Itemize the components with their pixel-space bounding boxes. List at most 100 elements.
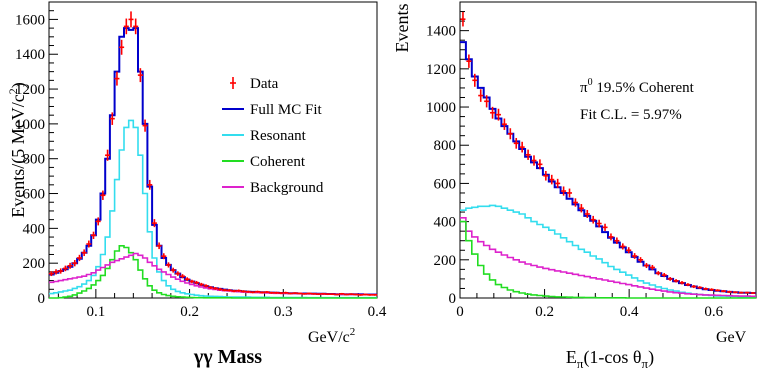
y-tick-label: 400 bbox=[23, 221, 46, 237]
data-point bbox=[315, 293, 321, 296]
data-point bbox=[608, 233, 614, 241]
data-point bbox=[320, 292, 326, 295]
data-point bbox=[584, 209, 590, 218]
data-point bbox=[198, 282, 204, 286]
data-point bbox=[466, 54, 472, 68]
data-point bbox=[555, 178, 561, 189]
data-point bbox=[156, 242, 162, 250]
series-resonant bbox=[460, 204, 756, 298]
series-resonant bbox=[49, 119, 377, 299]
data-point bbox=[472, 73, 478, 87]
data-point bbox=[490, 106, 496, 119]
data-point bbox=[278, 292, 284, 295]
x-axis-label: γγ Mass bbox=[193, 346, 262, 368]
legend-label: Coherent bbox=[250, 154, 306, 170]
y-axis-label: Events/(5 MeV/c2) bbox=[6, 82, 29, 217]
data-point bbox=[165, 262, 171, 268]
y-tick-label: 1000 bbox=[15, 117, 45, 133]
y-tick-label: 0 bbox=[449, 291, 457, 307]
x-tick-label: 0.6 bbox=[704, 304, 723, 320]
data-point bbox=[626, 247, 632, 254]
data-point bbox=[119, 39, 125, 55]
data-point bbox=[306, 292, 312, 295]
data-point bbox=[301, 292, 307, 295]
data-point bbox=[614, 237, 620, 244]
data-point bbox=[142, 119, 148, 132]
data-point bbox=[513, 137, 519, 149]
data-point bbox=[348, 293, 354, 296]
data-point bbox=[691, 285, 697, 289]
data-point bbox=[184, 277, 190, 282]
data-point bbox=[325, 293, 331, 296]
data-point bbox=[501, 118, 507, 130]
data-point bbox=[495, 108, 501, 121]
series-full-mc-fit bbox=[49, 27, 377, 296]
y-tick-label: 600 bbox=[434, 176, 457, 192]
x-tick-label: 0.2 bbox=[535, 304, 554, 320]
data-point bbox=[667, 276, 673, 281]
data-point bbox=[48, 271, 54, 277]
data-point bbox=[100, 190, 106, 200]
data-point bbox=[105, 149, 111, 161]
y-tick-label: 600 bbox=[23, 187, 46, 203]
data-point bbox=[269, 291, 275, 294]
legend-item: Full MC Fit bbox=[222, 102, 323, 118]
data-point bbox=[236, 289, 242, 292]
data-point bbox=[334, 293, 340, 296]
data-point bbox=[367, 293, 373, 296]
legend-label: Background bbox=[250, 180, 324, 196]
y-axis-label-main: Events/(5 MeV/c bbox=[8, 94, 29, 217]
data-point bbox=[72, 260, 78, 267]
y-tick-label: 1400 bbox=[426, 24, 456, 40]
data-point bbox=[76, 254, 82, 262]
data-point bbox=[151, 219, 157, 228]
data-point bbox=[180, 274, 186, 279]
data-point bbox=[240, 290, 246, 293]
plot-frame bbox=[459, 1, 757, 299]
legend-item: Background bbox=[222, 180, 324, 196]
data-point bbox=[655, 271, 661, 276]
data-point bbox=[123, 18, 129, 35]
y-tick-label: 1200 bbox=[15, 82, 45, 98]
x-axis-unit: GeV bbox=[716, 329, 747, 346]
data-point bbox=[58, 268, 64, 274]
data-point bbox=[287, 292, 293, 295]
y-tick-label: 0 bbox=[38, 291, 46, 307]
data-point bbox=[283, 291, 289, 294]
x-tick-label: 0.4 bbox=[368, 304, 387, 320]
data-point bbox=[264, 291, 270, 294]
series-coherent bbox=[460, 220, 756, 299]
data-point bbox=[161, 253, 167, 260]
data-point bbox=[81, 249, 87, 257]
data-point bbox=[709, 288, 715, 291]
data-point bbox=[231, 289, 237, 293]
y-tick-label: 400 bbox=[434, 215, 457, 231]
data-point bbox=[720, 289, 726, 293]
legend-item: Data bbox=[230, 76, 279, 92]
data-point bbox=[147, 179, 153, 190]
data-point bbox=[715, 289, 721, 292]
chart-panel-1: 0 200 400 600 800 1000 1200 1400 1600 0.1 0.2 0.3 0.… bbox=[6, 1, 387, 368]
data-point bbox=[212, 287, 218, 290]
data-point bbox=[91, 231, 97, 239]
data-point bbox=[572, 198, 578, 207]
data-point bbox=[62, 265, 68, 272]
data-point bbox=[250, 291, 256, 294]
data-point bbox=[189, 279, 195, 284]
x-axis-unit: GeV/c2 bbox=[308, 326, 355, 346]
data-point bbox=[543, 171, 549, 181]
data-point bbox=[643, 263, 649, 269]
y-tick-label: 1000 bbox=[426, 100, 456, 116]
series-background bbox=[460, 217, 756, 298]
legend-label: Resonant bbox=[250, 128, 307, 144]
data-point bbox=[519, 141, 525, 153]
x-tick-label: 0.2 bbox=[180, 304, 199, 320]
x-axis-label: Eπ(1-cos θπ) bbox=[566, 347, 654, 371]
data-point bbox=[602, 223, 608, 231]
y-tick-label: 200 bbox=[23, 256, 46, 272]
data-point bbox=[208, 286, 214, 289]
data-point bbox=[53, 269, 59, 275]
data-point bbox=[738, 291, 744, 294]
data-point bbox=[679, 281, 685, 285]
